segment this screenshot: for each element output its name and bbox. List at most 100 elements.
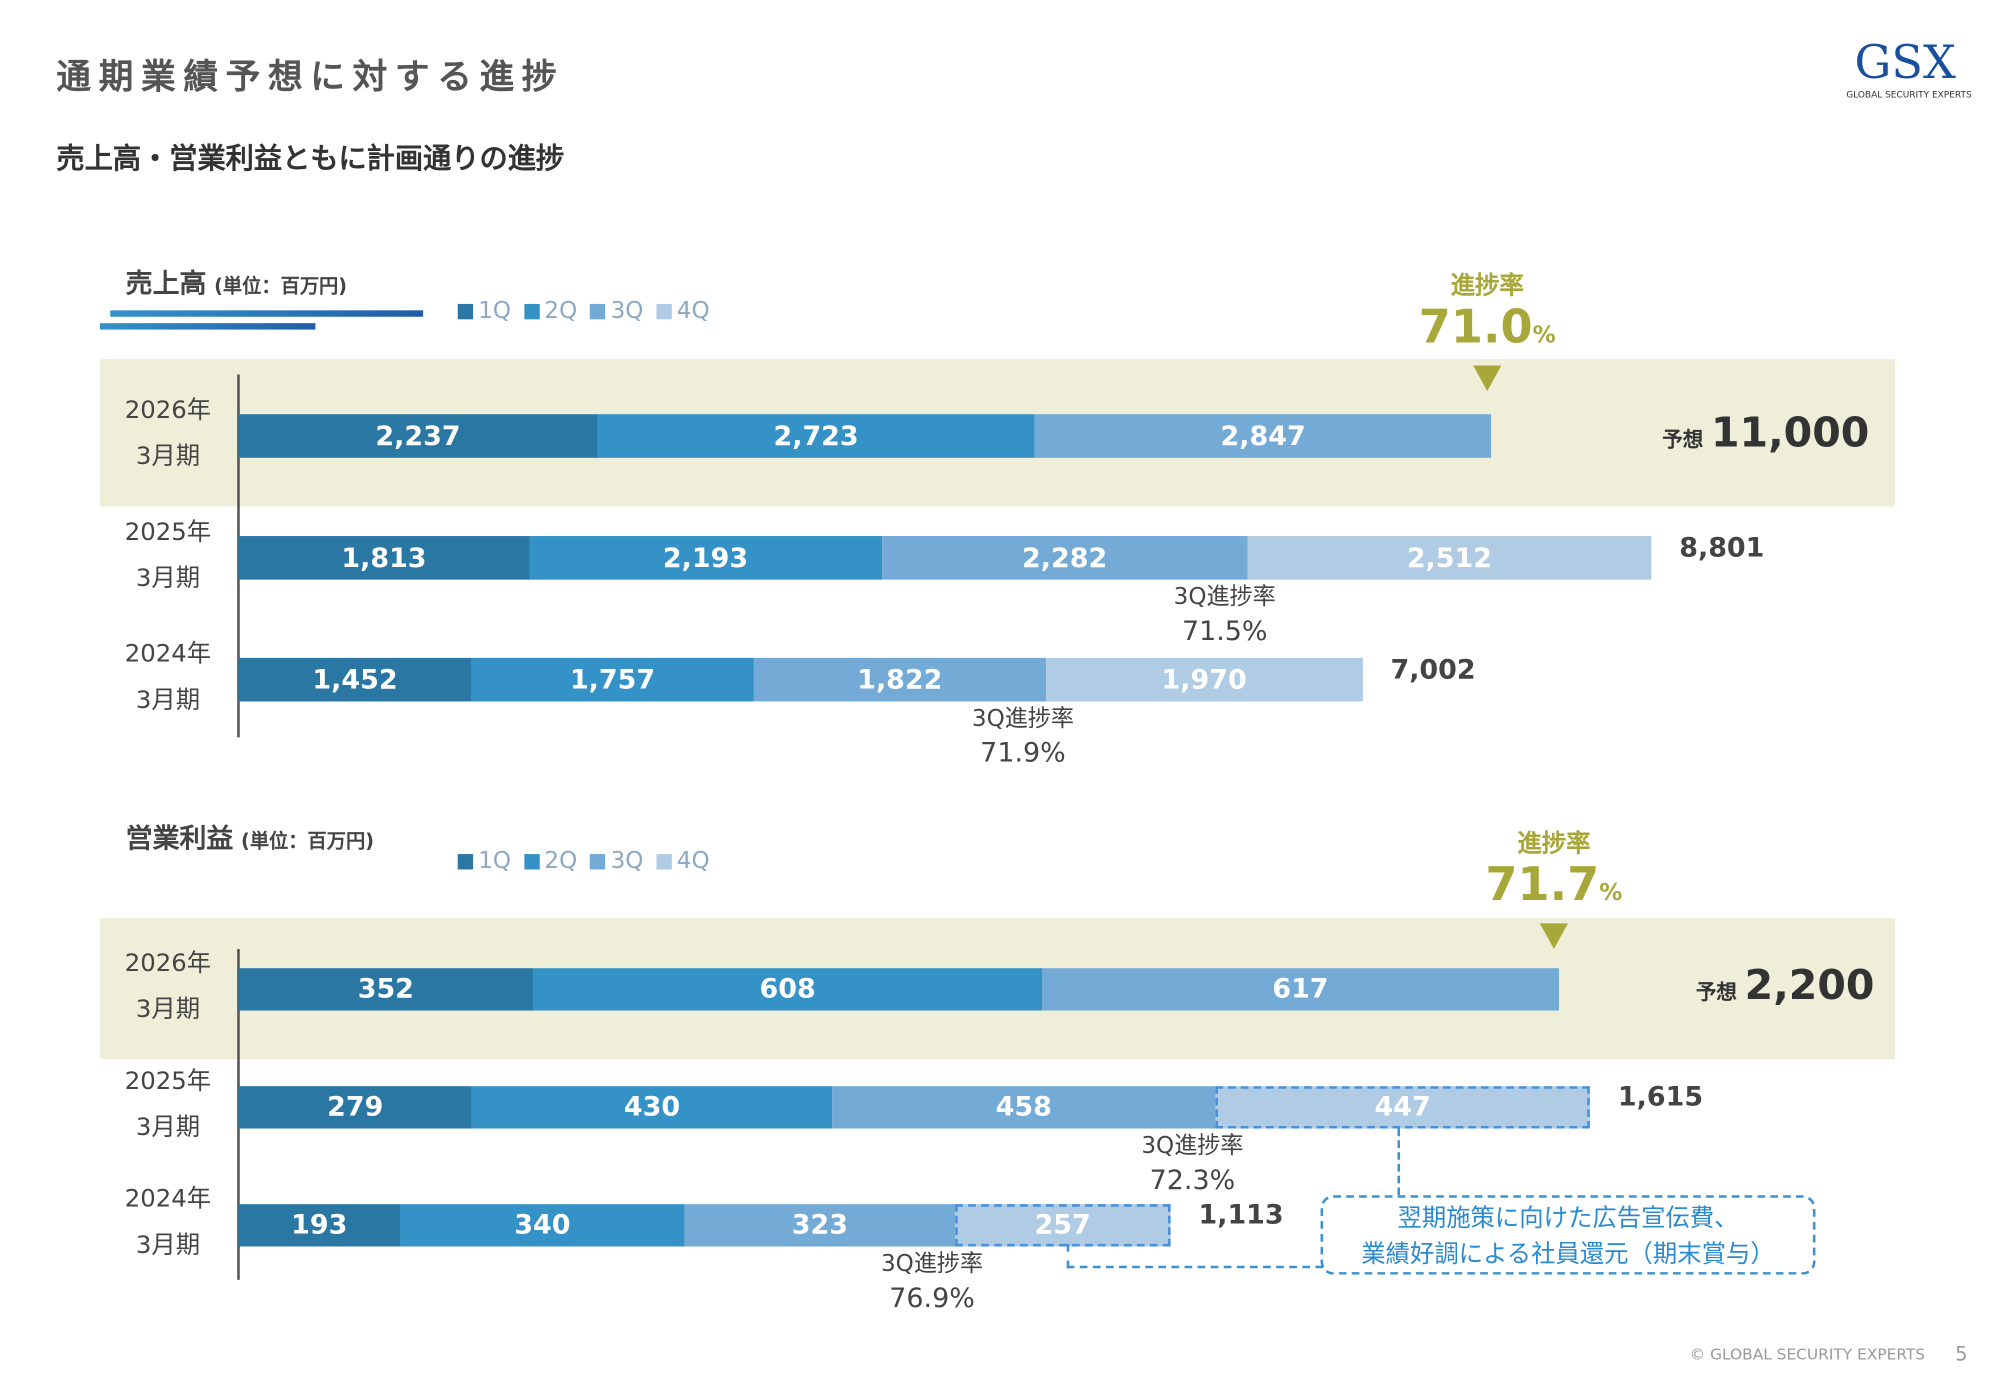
legend-label: 3Q: [610, 847, 644, 875]
forecast-label: 予想: [1695, 979, 1737, 1005]
progress-unit: %: [1599, 879, 1623, 907]
q3-progress: 3Q進捗率 71.9%: [946, 701, 1100, 770]
bar-1Q: 193: [238, 1203, 401, 1246]
legend-label: 2Q: [544, 847, 578, 875]
progress-value: 71.0%: [1397, 301, 1576, 354]
legend-label: 1Q: [478, 297, 512, 325]
legend: 1Q 2Q 3Q 4Q: [457, 847, 710, 875]
legend-item-3Q: 3Q: [590, 298, 643, 324]
legend-item-4Q: 4Q: [656, 847, 710, 875]
progress-rate: 進捗率 71.0%: [1397, 267, 1576, 354]
y-label-line: 3月期: [135, 442, 201, 471]
bar-3Q: 458: [832, 1085, 1216, 1128]
gsx-logo: GSX GLOBAL SECURITY EXPERTS: [1846, 37, 1972, 101]
title-underline: [100, 323, 316, 330]
legend: 1Q 2Q 3Q 4Q: [457, 297, 710, 325]
y-label-line: 3月期: [135, 1231, 201, 1260]
legend-swatch: [590, 303, 606, 320]
y-label-line: 2026年: [124, 396, 212, 425]
progress-rate: 進捗率 71.7%: [1464, 825, 1643, 912]
bar-4Q: 2,512: [1247, 536, 1652, 580]
bar-3Q: 1,822: [753, 657, 1047, 702]
bar-2Q: 340: [400, 1203, 685, 1246]
bar-2Q: 608: [533, 967, 1043, 1010]
y-label-line: 2024年: [124, 1184, 212, 1214]
q3-progress-label: 3Q進捗率: [971, 705, 1074, 733]
progress-unit: %: [1532, 321, 1556, 349]
bar-3Q: 323: [684, 1203, 956, 1246]
bar-3Q: 2,847: [1034, 414, 1492, 458]
y-label-line: 2024年: [124, 639, 212, 669]
legend-swatch: [523, 303, 540, 320]
q3-progress-label: 3Q進捗率: [880, 1250, 984, 1278]
q3-progress: 3Q進捗率 76.9%: [855, 1246, 1009, 1315]
forecast-value: 11,000: [1710, 407, 1870, 457]
progress-value: 71.7%: [1464, 859, 1643, 912]
forecast-value: 2,200: [1744, 960, 1875, 1010]
y-label-line: 2026年: [124, 948, 212, 978]
y-axis: [237, 948, 240, 1280]
page-number: 5: [1955, 1342, 1968, 1366]
bar-3Q: 617: [1042, 967, 1559, 1010]
legend-swatch: [523, 854, 540, 870]
callout-line-2: 業績好調による社員還元（期末賞与）: [1361, 1240, 1775, 1269]
bar-4Q: 447: [1215, 1085, 1590, 1128]
bar-1Q: 352: [238, 967, 534, 1010]
y-label-line: 3月期: [135, 686, 201, 715]
bar-4Q: 257: [955, 1203, 1171, 1246]
q3-progress-value: 71.5%: [1181, 615, 1268, 647]
y-axis-label: 2026年 3月期: [97, 387, 238, 479]
q3-progress: 3Q進捗率 72.3%: [1115, 1129, 1269, 1198]
legend-item-2Q: 2Q: [523, 297, 578, 325]
legend-swatch: [656, 303, 672, 320]
bar-4Q: 1,970: [1046, 657, 1363, 702]
page-title: 通期業績予想に対する進捗: [56, 57, 565, 98]
progress-marker-icon: [1473, 365, 1502, 392]
copyright: © GLOBAL SECURITY EXPERTS: [1689, 1345, 1926, 1364]
q3-progress-value: 76.9%: [889, 1282, 975, 1314]
year-total: 1,113: [1198, 1199, 1284, 1230]
y-label-line: 2025年: [124, 1066, 212, 1096]
progress-number: 71.7: [1485, 859, 1600, 912]
bar-1Q: 1,813: [238, 536, 530, 580]
y-axis-label: 2026年 3月期: [97, 940, 238, 1032]
legend-item-3Q: 3Q: [590, 848, 643, 875]
y-axis-label: 2024年 3月期: [97, 631, 238, 723]
legend-item-1Q: 1Q: [457, 847, 512, 875]
chart-title-text: 営業利益: [125, 823, 234, 855]
forecast-label: 予想: [1662, 427, 1704, 452]
y-axis: [237, 374, 240, 738]
chart-unit: (単位：百万円): [214, 274, 348, 298]
bar-3Q: 2,282: [881, 536, 1248, 580]
legend-label: 2Q: [544, 297, 578, 325]
progress-number: 71.0: [1418, 301, 1533, 354]
legend-label: 1Q: [478, 847, 512, 875]
progress-marker-icon: [1539, 923, 1569, 949]
bar-2Q: 430: [472, 1085, 833, 1128]
y-label-line: 2025年: [124, 518, 212, 547]
legend-label: 4Q: [676, 847, 710, 875]
y-label-line: 3月期: [135, 564, 201, 593]
y-label-line: 3月期: [135, 1113, 201, 1142]
logo-text: GSX: [1854, 37, 1956, 90]
progress-label: 進捗率: [1517, 829, 1591, 858]
y-axis-label: 2025年 3月期: [97, 1058, 238, 1150]
chart-unit: (単位：百万円): [241, 829, 375, 853]
year-total: 8,801: [1679, 532, 1765, 563]
legend-swatch: [457, 303, 474, 320]
logo-subtext: GLOBAL SECURITY EXPERTS: [1846, 89, 1972, 101]
page-subtitle: 売上高・営業利益ともに計画通りの進捗: [56, 143, 565, 176]
q3-progress-label: 3Q進捗率: [1141, 1132, 1244, 1160]
title-underline: [110, 310, 424, 317]
legend-swatch: [590, 854, 606, 870]
chart-title: 営業利益 (単位：百万円): [126, 818, 374, 856]
legend-item-4Q: 4Q: [656, 297, 710, 325]
legend-swatch: [656, 854, 672, 870]
legend-item-1Q: 1Q: [457, 297, 512, 325]
q3-progress-value: 71.9%: [980, 737, 1066, 769]
callout-connector: [1066, 1243, 1324, 1269]
y-label-line: 3月期: [135, 995, 201, 1024]
callout-note: 翌期施策に向けた広告宣伝費、 業績好調による社員還元（期末賞与）: [1320, 1195, 1816, 1275]
legend-label: 4Q: [676, 297, 710, 325]
chart-title: 売上高 (単位：百万円): [126, 263, 347, 301]
